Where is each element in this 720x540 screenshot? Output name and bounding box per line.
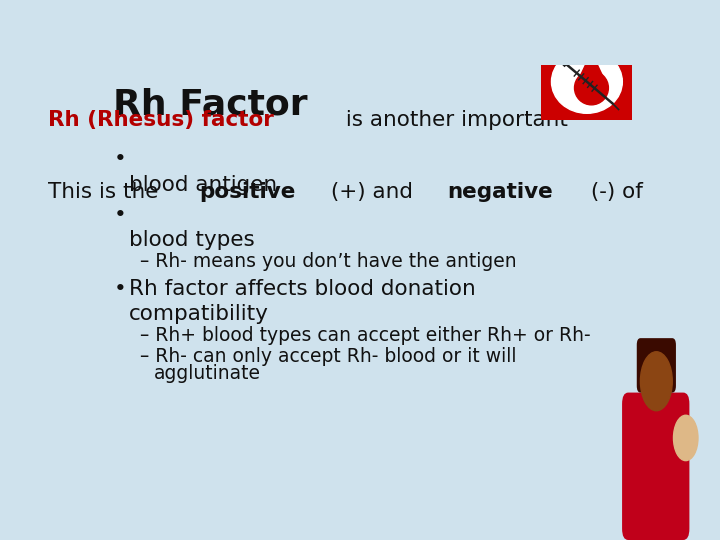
Text: Rh Factor: Rh Factor <box>113 88 308 122</box>
Ellipse shape <box>552 50 622 113</box>
FancyBboxPatch shape <box>541 43 632 120</box>
FancyBboxPatch shape <box>622 393 690 540</box>
Text: This is the: This is the <box>48 182 166 202</box>
Text: positive: positive <box>199 182 296 202</box>
Text: Rh factor affects blood donation: Rh factor affects blood donation <box>129 279 475 299</box>
Text: blood antigen: blood antigen <box>129 175 277 195</box>
Circle shape <box>575 71 608 105</box>
Text: Rh (Rhesus) factor: Rh (Rhesus) factor <box>48 110 274 130</box>
Text: compatibility: compatibility <box>129 304 269 324</box>
Text: •: • <box>113 205 126 225</box>
Text: – Rh- can only accept Rh- blood or it will: – Rh- can only accept Rh- blood or it wi… <box>140 347 516 366</box>
Text: (-) of: (-) of <box>584 182 643 202</box>
Text: negative: negative <box>447 182 553 202</box>
Text: •: • <box>113 279 126 299</box>
Polygon shape <box>577 52 606 83</box>
Text: agglutinate: agglutinate <box>153 364 261 383</box>
FancyBboxPatch shape <box>636 338 676 393</box>
Text: •: • <box>113 150 126 170</box>
Circle shape <box>641 352 672 411</box>
Text: is another important: is another important <box>339 110 568 130</box>
Text: blood types: blood types <box>129 231 254 251</box>
Text: – Rh+ blood types can accept either Rh+ or Rh-: – Rh+ blood types can accept either Rh+ … <box>140 326 590 345</box>
Text: – Rh- means you don’t have the antigen: – Rh- means you don’t have the antigen <box>140 252 516 271</box>
Circle shape <box>673 415 698 461</box>
Text: (+) and: (+) and <box>324 182 420 202</box>
